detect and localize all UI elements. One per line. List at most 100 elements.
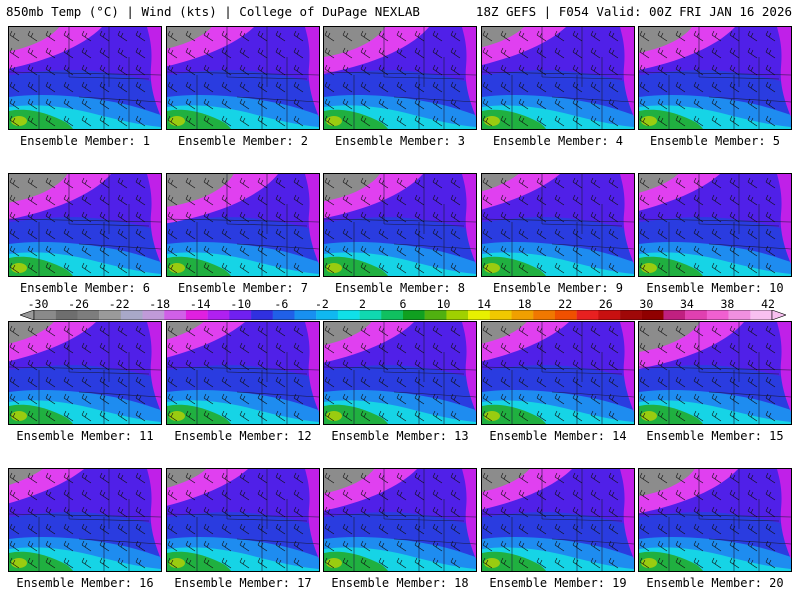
wind-barb <box>414 359 425 371</box>
wind-barb <box>657 410 668 422</box>
wind-barb <box>482 228 493 240</box>
ensemble-map-panel <box>166 173 320 277</box>
wind-barb <box>590 211 601 223</box>
colorbar-tick-label: -14 <box>189 297 211 311</box>
wind-barb <box>675 177 686 189</box>
wind-barb <box>608 393 619 405</box>
temp-field-east-magenta <box>777 27 791 117</box>
wind-barb <box>675 342 686 354</box>
wind-barb <box>27 393 38 405</box>
wind-barb <box>639 262 650 274</box>
wind-barb <box>275 245 286 257</box>
wind-barb <box>275 523 286 535</box>
wind-barb <box>203 64 214 76</box>
wind-barb <box>81 376 92 388</box>
wind-barb <box>378 472 389 484</box>
wind-barb <box>450 64 461 76</box>
wind-barb <box>27 359 38 371</box>
colorbar-swatch <box>554 310 577 320</box>
wind-barb <box>81 245 92 257</box>
wind-barb <box>765 245 776 257</box>
temp-field-east-magenta <box>305 322 319 412</box>
wind-barb <box>590 30 601 42</box>
wind-barb <box>450 523 461 535</box>
wind-barb <box>342 98 353 110</box>
wind-barb <box>63 540 74 552</box>
wind-barb <box>342 228 353 240</box>
wind-barb <box>536 30 547 42</box>
wind-barb <box>729 359 740 371</box>
temperature-map <box>167 174 319 276</box>
wind-barb <box>675 359 686 371</box>
wind-barb <box>693 325 704 337</box>
wind-barb <box>765 30 776 42</box>
wind-barb <box>185 228 196 240</box>
wind-barb <box>414 98 425 110</box>
wind-barb <box>99 540 110 552</box>
wind-barb <box>342 342 353 354</box>
temp-field-east-magenta <box>462 27 476 117</box>
wind-barb <box>554 177 565 189</box>
wind-barb <box>378 262 389 274</box>
wind-barb <box>572 47 583 59</box>
wind-barb <box>9 376 20 388</box>
wind-barb <box>572 557 583 569</box>
wind-barb <box>675 98 686 110</box>
wind-barb <box>536 228 547 240</box>
wind-barb <box>239 64 250 76</box>
wind-barb <box>482 540 493 552</box>
wind-barb <box>378 228 389 240</box>
wind-barb <box>450 393 461 405</box>
wind-barb <box>63 393 74 405</box>
ensemble-map-panel <box>638 321 792 425</box>
wind-barb <box>711 64 722 76</box>
wind-barb <box>693 30 704 42</box>
wind-barb <box>342 325 353 337</box>
wind-barb <box>27 506 38 518</box>
wind-barb <box>378 325 389 337</box>
wind-barb <box>747 30 758 42</box>
wind-barb <box>360 489 371 501</box>
state-boundary <box>698 223 780 227</box>
wind-barb <box>221 81 232 93</box>
wind-barb <box>378 410 389 422</box>
temp-field-cold-core <box>639 322 701 352</box>
wind-barb <box>99 98 110 110</box>
wind-barb <box>414 177 425 189</box>
wind-barb <box>572 359 583 371</box>
wind-barb <box>135 211 146 223</box>
wind-barb <box>500 325 511 337</box>
wind-barb <box>135 540 146 552</box>
wind-barb <box>135 245 146 257</box>
wind-barb <box>99 211 110 223</box>
wind-barb <box>675 472 686 484</box>
wind-barb <box>378 194 389 206</box>
wind-barb <box>693 489 704 501</box>
colorbar-swatch <box>99 310 122 320</box>
wind-barb <box>608 262 619 274</box>
wind-barb <box>657 506 668 518</box>
wind-barb <box>482 47 493 59</box>
wind-barb <box>693 359 704 371</box>
temperature-map <box>167 27 319 129</box>
wind-barb <box>747 115 758 127</box>
wind-barb <box>572 211 583 223</box>
wind-barb <box>693 540 704 552</box>
wind-barb <box>342 245 353 257</box>
wind-barb <box>99 30 110 42</box>
wind-barb <box>167 489 178 501</box>
wind-barb <box>414 342 425 354</box>
wind-barb <box>185 489 196 501</box>
wind-barb <box>729 64 740 76</box>
wind-barb <box>450 410 461 422</box>
wind-barb <box>639 342 650 354</box>
wind-barb <box>432 64 443 76</box>
wind-barb <box>414 489 425 501</box>
wind-barb <box>711 245 722 257</box>
temperature-map <box>482 469 634 571</box>
wind-barb <box>27 245 38 257</box>
state-boundary <box>383 518 465 522</box>
wind-barb <box>693 506 704 518</box>
wind-barb <box>536 47 547 59</box>
wind-barb <box>342 376 353 388</box>
